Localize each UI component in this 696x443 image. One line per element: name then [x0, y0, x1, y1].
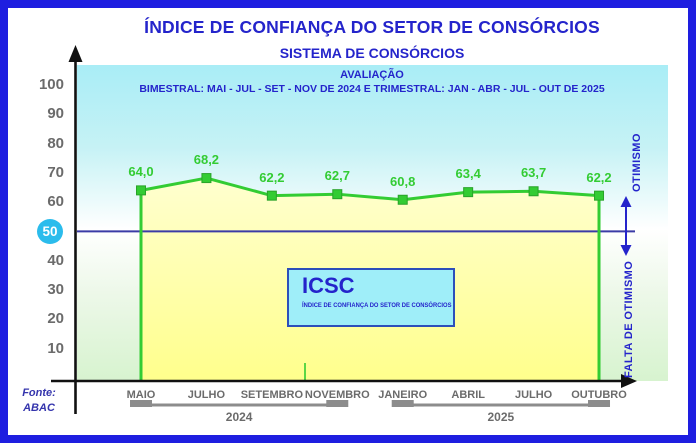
x-axis-arrow: [621, 374, 637, 388]
optimism-label: OTIMISMO: [631, 133, 643, 192]
optimism-arrow-up: [620, 196, 632, 207]
series-marker: [397, 194, 408, 205]
legend-caption: ÍNDICE DE CONFIANÇA DO SETOR DE CONSÓRCI…: [302, 302, 452, 309]
legend-box: ICSC ÍNDICE DE CONFIANÇA DO SETOR DE CON…: [287, 268, 455, 327]
year-bracket-cap: [130, 400, 152, 407]
series-marker: [136, 185, 146, 196]
series-marker: [201, 173, 212, 184]
year-bracket-line: [141, 403, 338, 407]
source-line2: ABAC: [23, 402, 55, 414]
source-line1: Fonte:: [22, 387, 56, 399]
y-axis-arrow: [68, 45, 83, 62]
chart-title: ÍNDICE DE CONFIANÇA DO SETOR DE CONSÓRCI…: [144, 17, 600, 37]
plot-subheading: BIMESTRAL: MAI - JUL - SET - NOV DE 2024…: [139, 83, 605, 95]
series-marker: [266, 190, 277, 201]
source-note: Fonte: ABAC: [12, 386, 66, 416]
year-bracket-cap: [588, 400, 611, 407]
series-line: [140, 176, 600, 202]
series-marker: [332, 189, 343, 200]
year-bracket-cap: [391, 400, 414, 407]
series-marker: [594, 190, 605, 201]
year-bracket-line: [402, 403, 600, 407]
plot-heading: AVALIAÇÃO: [340, 69, 404, 81]
series-marker: [528, 186, 539, 197]
optimism-arrow-down: [620, 245, 632, 256]
chart-subtitle: SISTEMA DE CONSÓRCIOS: [279, 45, 465, 61]
legend-acronym: ICSC: [302, 273, 355, 298]
lack-of-optimism-label: FALTA DE OTIMISMO: [623, 260, 635, 378]
series-marker: [463, 187, 474, 198]
year-bracket-cap: [326, 400, 349, 407]
